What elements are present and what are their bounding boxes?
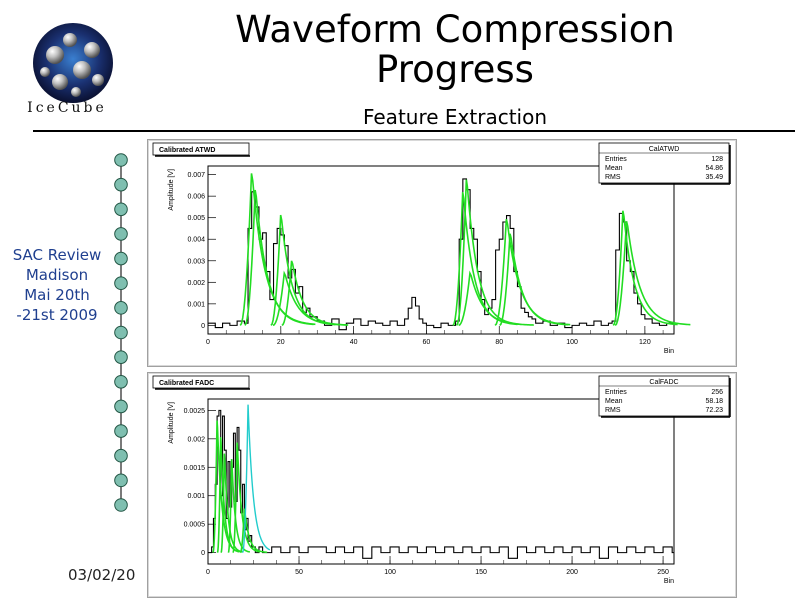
stats-label: Mean	[605, 398, 623, 405]
y-tick-label: 0	[201, 550, 205, 557]
y-axis-label: Amplitude [V]	[168, 169, 175, 211]
chain-bead	[114, 177, 128, 192]
fit-pulse	[614, 221, 691, 326]
stats-box: CalATWD Entries 128 Mean 54.86 RMS 35.49	[598, 142, 731, 185]
y-tick-label: 0.0005	[184, 522, 206, 529]
stats-value: 54.86	[705, 165, 723, 172]
panel-frame-inner	[148, 140, 736, 366]
x-tick-label: 40	[350, 339, 358, 346]
y-tick-label: 0.002	[187, 436, 205, 443]
review-line: Mai 20th	[24, 286, 90, 304]
slide-subtitle: Feature Extraction	[362, 105, 548, 129]
chain-bead	[114, 498, 128, 512]
slide-title: Waveform Compression Progress	[235, 8, 675, 91]
x-tick-label: 0	[206, 569, 210, 576]
stats-box: CalFADC Entries 256 Mean 58.18 RMS 72.23	[598, 375, 731, 418]
fit-pulses	[239, 173, 691, 327]
fadc-panel: Calibrated FADC CalFADC Entries 256 Mean 58.1…	[147, 372, 737, 598]
fit-pulse	[612, 210, 678, 326]
x-tick-label: 60	[423, 339, 431, 346]
x-tick-label: 80	[495, 339, 503, 346]
chain-bead	[114, 202, 128, 217]
fit-pulse	[458, 270, 534, 327]
y-tick-label: 0.001	[187, 493, 205, 500]
stats-value: 128	[711, 156, 723, 163]
plot-frame	[207, 165, 675, 335]
chain-bead	[114, 448, 128, 463]
histogram-title: Calibrated FADC	[152, 375, 250, 390]
stats-label: Entries	[605, 389, 627, 396]
panel-frame-inner	[148, 373, 736, 597]
x-tick-label: 150	[475, 569, 487, 576]
x-tick-label: 120	[639, 339, 651, 346]
stats-label: RMS	[605, 174, 621, 181]
y-tick-label: 0.004	[187, 237, 205, 244]
x-tick-label: 200	[566, 569, 578, 576]
chain-bead	[114, 251, 128, 266]
histogram-title-text: Calibrated FADC	[159, 380, 214, 387]
chain-bead	[114, 276, 128, 291]
atwd-chart: Calibrated ATWD CalATWD Entries 128 Mean 54.8…	[147, 139, 737, 367]
y-tick-label: 0.002	[187, 280, 205, 287]
cyan-fit-pulse	[241, 404, 271, 553]
slide-date: 03/02/20	[68, 566, 136, 584]
y-tick-label: 0.007	[187, 172, 205, 179]
dom-string-icon	[114, 153, 128, 512]
y-tick-label: 0.003	[187, 258, 205, 265]
x-axis-label: Bin	[664, 578, 674, 585]
stats-label: Entries	[605, 156, 627, 163]
fadc-chart: Calibrated FADC CalFADC Entries 256 Mean 58.1…	[147, 372, 737, 598]
stats-value: 58.18	[705, 398, 723, 405]
chain-bead	[114, 301, 128, 315]
x-tick-label: 0	[206, 339, 210, 346]
chain-bead	[114, 473, 128, 488]
atwd-panel: Calibrated ATWD CalATWD Entries 128 Mean 54.8…	[147, 139, 737, 367]
review-line: Madison	[25, 266, 89, 284]
title-divider	[33, 130, 795, 132]
chain-bead	[114, 374, 128, 389]
x-axis-label: Bin	[664, 348, 674, 355]
x-tick-label: 100	[566, 339, 578, 346]
stats-name: CalATWD	[649, 146, 680, 153]
stats-name: CalFADC	[649, 379, 678, 386]
y-tick-label: 0.005	[187, 215, 205, 222]
fit-pulse	[227, 459, 251, 553]
y-axis-label: Amplitude [V]	[168, 402, 175, 444]
chain-bead	[114, 350, 128, 364]
histogram-title-text: Calibrated ATWD	[159, 147, 215, 154]
y-tick-label: 0.001	[187, 301, 205, 308]
fit-pulse	[220, 453, 243, 553]
stats-label: Mean	[605, 165, 623, 172]
y-tick-label: 0	[201, 323, 205, 330]
chain-bead	[114, 227, 128, 241]
review-line: SAC Review	[12, 246, 102, 264]
stats-value: 72.23	[705, 407, 723, 414]
chain-bead	[114, 153, 128, 167]
histogram-title: Calibrated ATWD	[152, 142, 250, 157]
logo-text: IceCube	[27, 100, 107, 116]
x-tick-label: 100	[384, 569, 396, 576]
stats-label: RMS	[605, 407, 621, 414]
plot-frame	[207, 398, 675, 565]
chain-bead	[114, 325, 128, 340]
y-tick-label: 0.006	[187, 194, 205, 201]
icecube-logo-icon	[33, 23, 113, 103]
fit-pulse	[216, 437, 240, 553]
review-line: -21st 2009	[16, 306, 98, 324]
chain-bead	[114, 424, 128, 438]
x-tick-label: 50	[295, 569, 303, 576]
stats-value: 256	[711, 389, 723, 396]
x-tick-label: 250	[657, 569, 669, 576]
y-tick-label: 0.0025	[184, 408, 206, 415]
fit-pulse	[232, 442, 261, 553]
chain-bead	[114, 399, 128, 414]
fit-pulse	[272, 270, 349, 327]
review-info: SAC Review Madison Mai 20th -21st 2009	[4, 245, 110, 325]
x-tick-label: 20	[277, 339, 285, 346]
fit-pulse	[499, 233, 569, 326]
y-tick-label: 0.0015	[184, 465, 206, 472]
stats-value: 35.49	[705, 174, 723, 181]
